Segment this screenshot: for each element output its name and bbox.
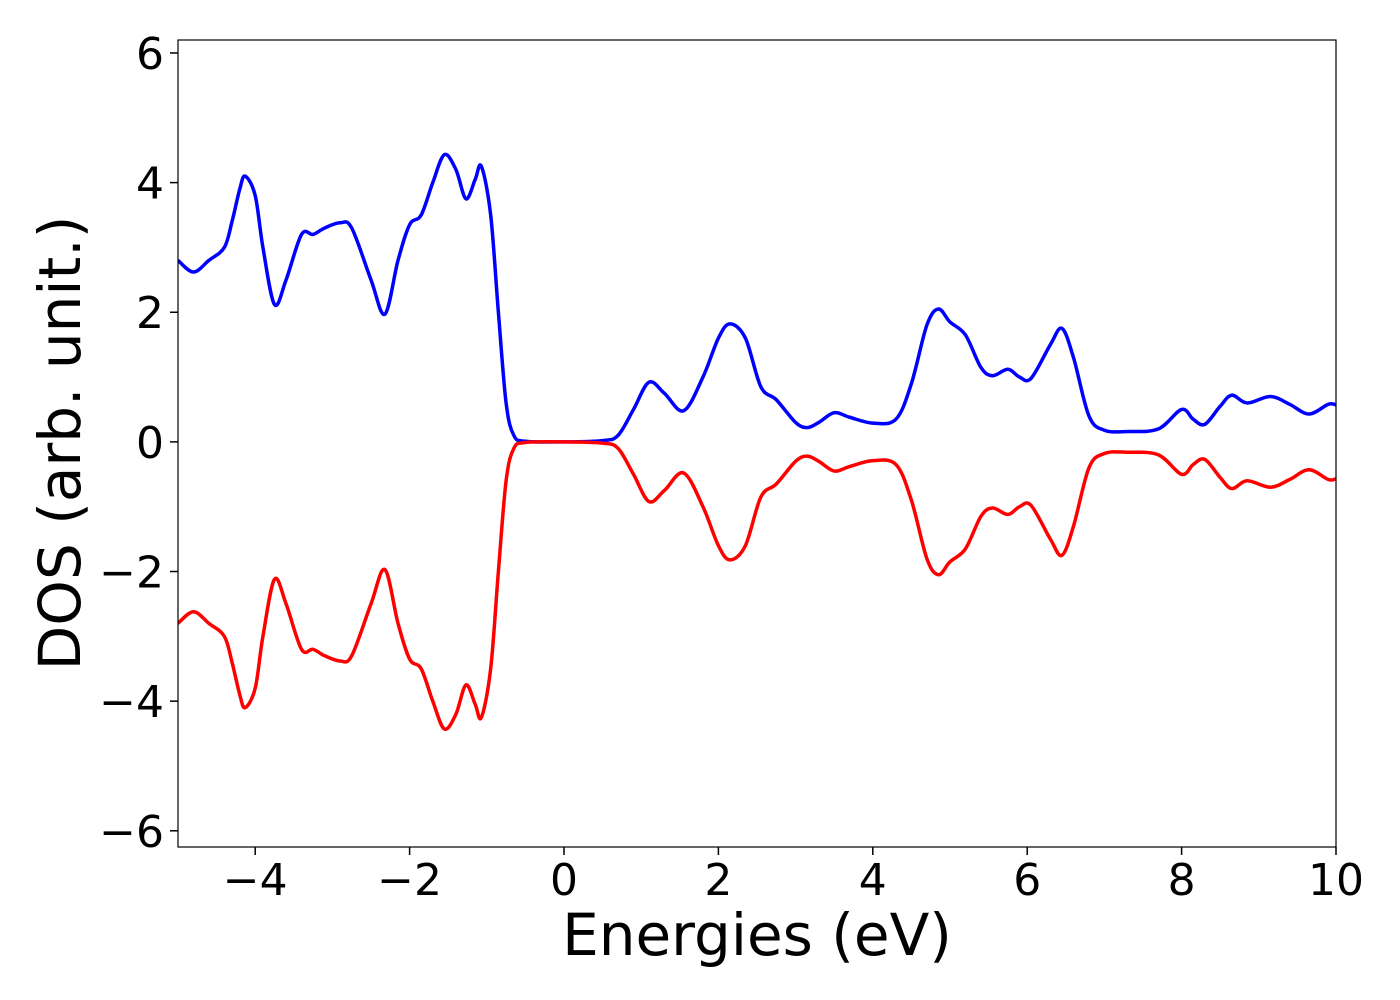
x-tick-label: 10 — [1308, 855, 1364, 906]
x-axis-label: Energies (eV) — [562, 901, 952, 969]
y-tick-label: 6 — [136, 29, 164, 80]
x-tick-label: −2 — [377, 855, 442, 906]
x-tick-label: 6 — [1013, 855, 1041, 906]
x-tick-label: −4 — [223, 855, 288, 906]
series-line — [178, 440, 1336, 732]
y-axis-label: DOS (arb. unit.) — [26, 216, 94, 671]
x-tick-label: 2 — [704, 855, 732, 906]
y-tick-label: 0 — [136, 418, 164, 469]
y-tick-label: −4 — [99, 677, 164, 728]
plot-frame — [177, 39, 1337, 848]
x-tick-label: 0 — [550, 855, 578, 906]
x-tick-label: 4 — [859, 855, 887, 906]
y-tick-label: 4 — [136, 159, 164, 210]
y-tick-label: −6 — [99, 807, 164, 858]
series-line — [178, 152, 1336, 444]
y-tick-label: −2 — [99, 548, 164, 599]
y-tick-label: 2 — [136, 288, 164, 339]
x-tick-label: 8 — [1168, 855, 1196, 906]
